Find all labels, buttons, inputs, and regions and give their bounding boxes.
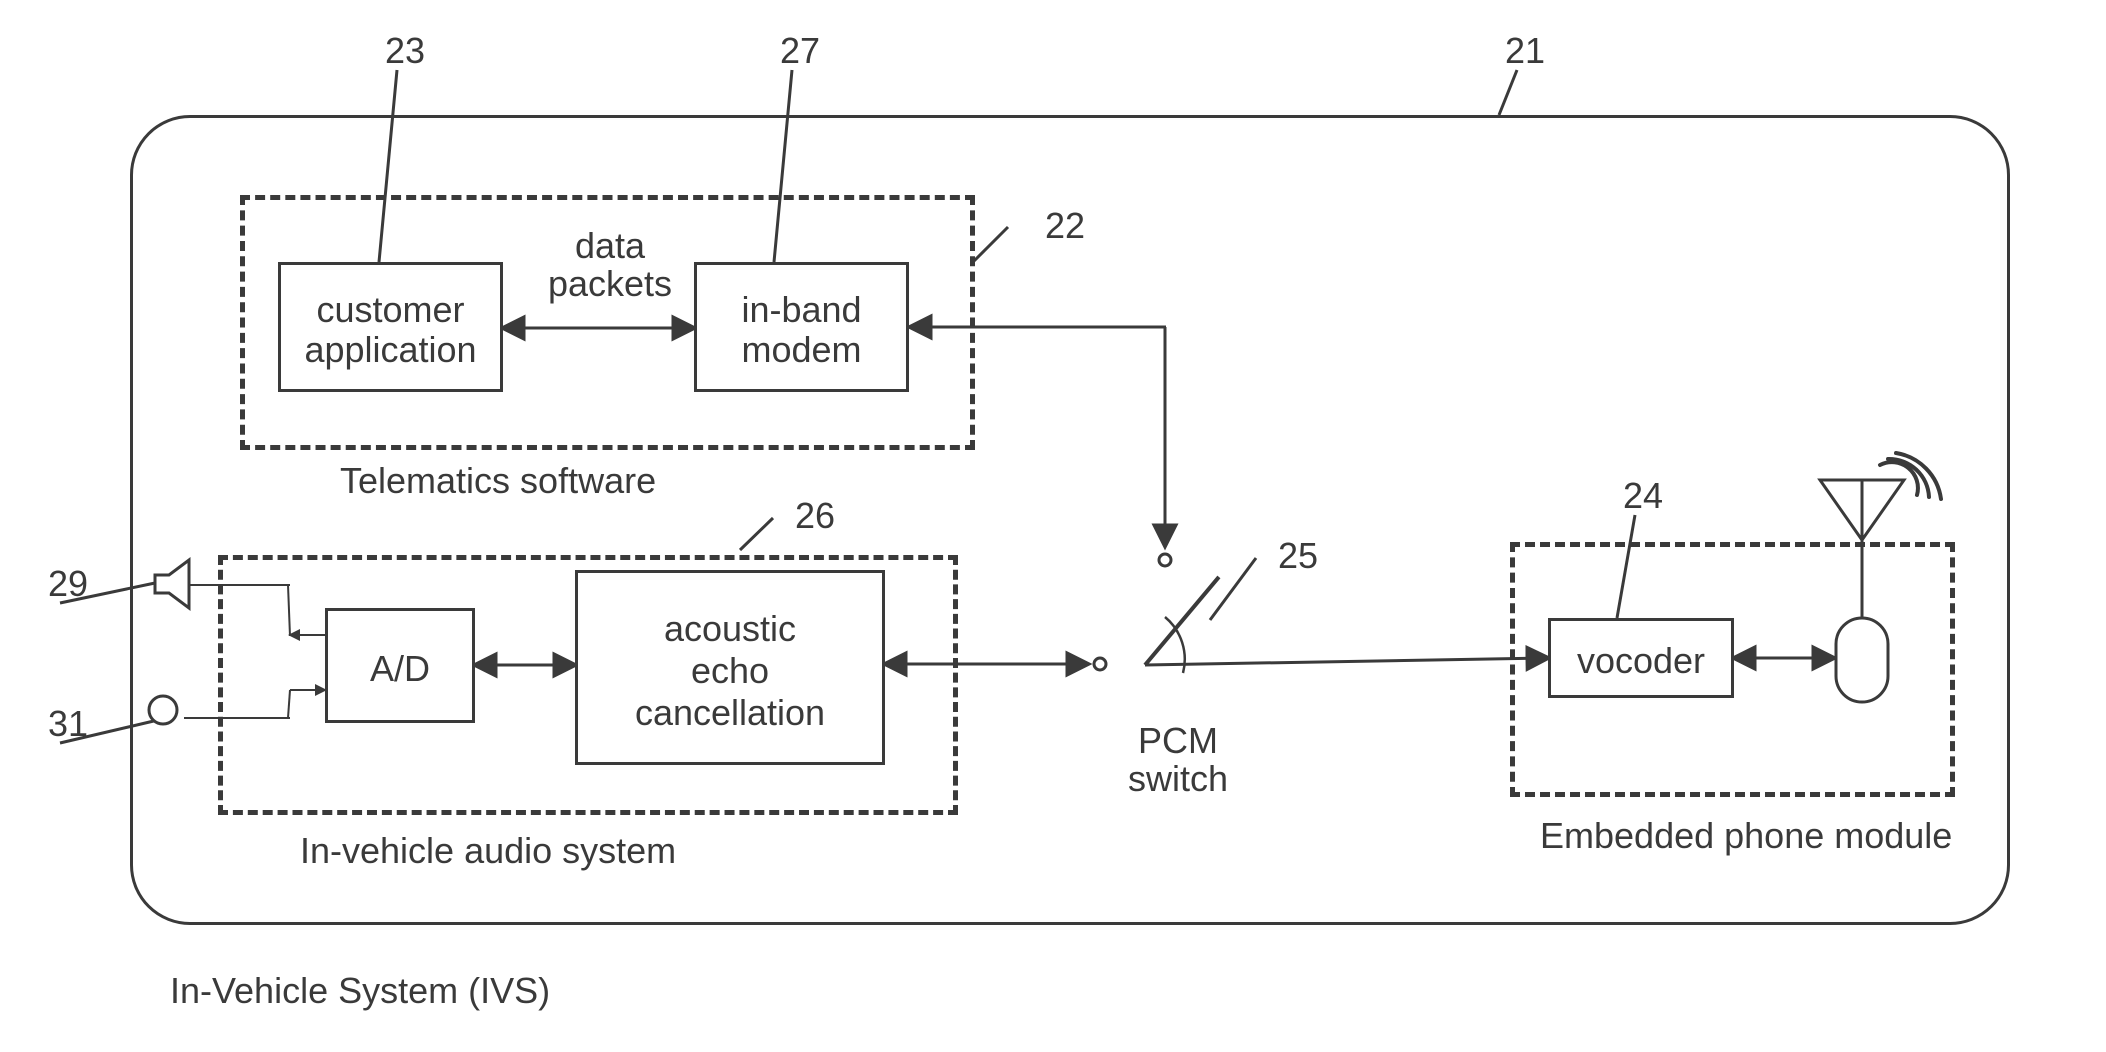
data-packets-label-1: data bbox=[550, 225, 670, 266]
aec-label-1: acoustic bbox=[575, 608, 885, 649]
pcm-switch-label-2: switch bbox=[1108, 758, 1248, 799]
ref-27: 27 bbox=[770, 30, 830, 71]
ref-21: 21 bbox=[1495, 30, 1555, 71]
aec-label-3: cancellation bbox=[575, 692, 885, 733]
ref-23: 23 bbox=[375, 30, 435, 71]
customer-application-label-1: customer bbox=[278, 289, 503, 330]
data-packets-label-2: packets bbox=[530, 263, 690, 304]
ad-converter-label: A/D bbox=[325, 648, 475, 689]
aec-label-2: echo bbox=[575, 650, 885, 691]
ref-29: 29 bbox=[38, 563, 98, 604]
telematics-caption: Telematics software bbox=[340, 460, 790, 501]
audio-system-caption: In-vehicle audio system bbox=[300, 830, 800, 871]
vocoder-label: vocoder bbox=[1548, 640, 1734, 681]
phone-module-caption: Embedded phone module bbox=[1540, 815, 2040, 856]
ref-24: 24 bbox=[1613, 475, 1673, 516]
inband-modem-label-1: in-band bbox=[694, 289, 909, 330]
inband-modem-label-2: modem bbox=[694, 329, 909, 370]
ref-22: 22 bbox=[1035, 205, 1095, 246]
ivs-caption: In-Vehicle System (IVS) bbox=[170, 970, 770, 1011]
ref-25: 25 bbox=[1268, 535, 1328, 576]
customer-application-label-2: application bbox=[278, 329, 503, 370]
ref-31: 31 bbox=[38, 703, 98, 744]
ref-26: 26 bbox=[785, 495, 845, 536]
pcm-switch-label-1: PCM bbox=[1118, 720, 1238, 761]
